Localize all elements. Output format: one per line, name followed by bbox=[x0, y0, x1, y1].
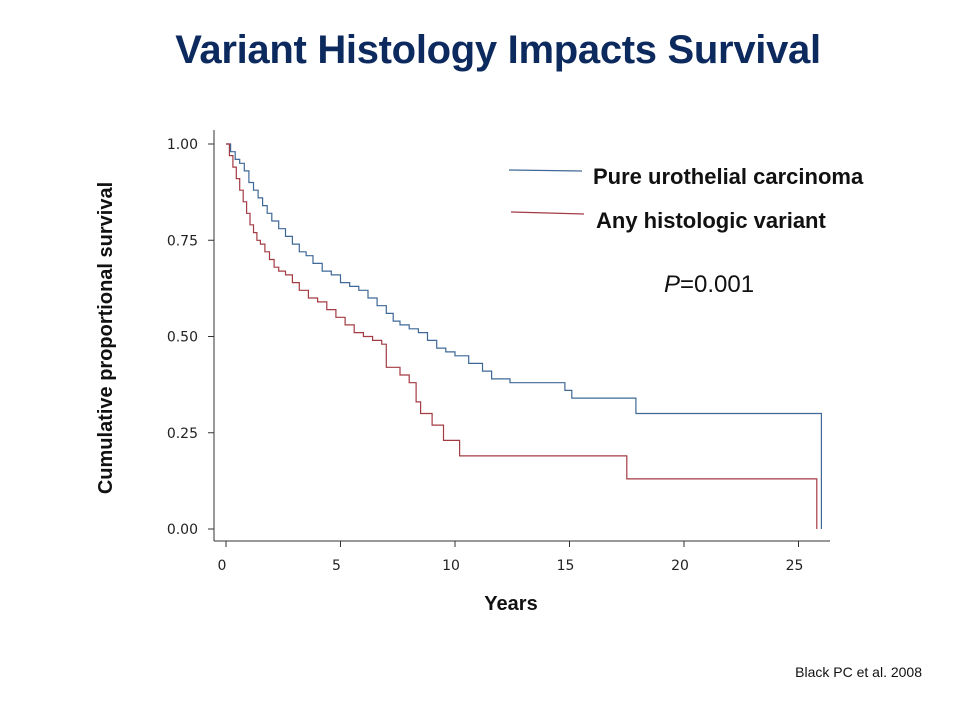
survival-curve-histologic-variant bbox=[226, 143, 818, 529]
y-tick-label: 0.50 bbox=[167, 330, 198, 346]
p-value-symbol: P bbox=[664, 271, 680, 298]
citation: Black PC et al. 2008 bbox=[795, 664, 922, 680]
legend-label-histologic-variant: Any histologic variant bbox=[596, 208, 826, 233]
legend: Pure urothelial carcinoma Any histologic… bbox=[508, 164, 864, 233]
series-group bbox=[226, 143, 822, 529]
x-tick-label: 10 bbox=[442, 558, 460, 574]
y-tick-label: 0.25 bbox=[167, 426, 198, 442]
y-tick-label: 0.00 bbox=[167, 522, 198, 538]
axes: 0.00 0.25 0.50 0.75 1.00 0 5 10 15 20 25 bbox=[167, 130, 830, 574]
slide-title: Variant Histology Impacts Survival bbox=[175, 28, 821, 72]
y-tick-label: 1.00 bbox=[167, 137, 198, 153]
x-axis-title: Years bbox=[484, 593, 537, 615]
p-value-annotation: P=0.001 bbox=[664, 271, 754, 298]
x-tick-label: 5 bbox=[332, 558, 341, 574]
x-tick-label: 0 bbox=[218, 558, 227, 574]
x-tick-label: 15 bbox=[557, 558, 575, 574]
legend-swatch-pure-urothelial bbox=[508, 169, 583, 172]
legend-swatch-histologic-variant bbox=[510, 211, 585, 215]
legend-label-pure-urothelial: Pure urothelial carcinoma bbox=[593, 164, 864, 189]
x-tick-label: 25 bbox=[786, 558, 804, 574]
p-value-number: =0.001 bbox=[680, 271, 754, 298]
survival-curve-pure-urothelial bbox=[226, 143, 822, 529]
x-tick-label: 20 bbox=[671, 558, 689, 574]
y-tick-label: 0.75 bbox=[167, 233, 198, 249]
y-axis-title: Cumulative proportional survival bbox=[95, 182, 117, 494]
